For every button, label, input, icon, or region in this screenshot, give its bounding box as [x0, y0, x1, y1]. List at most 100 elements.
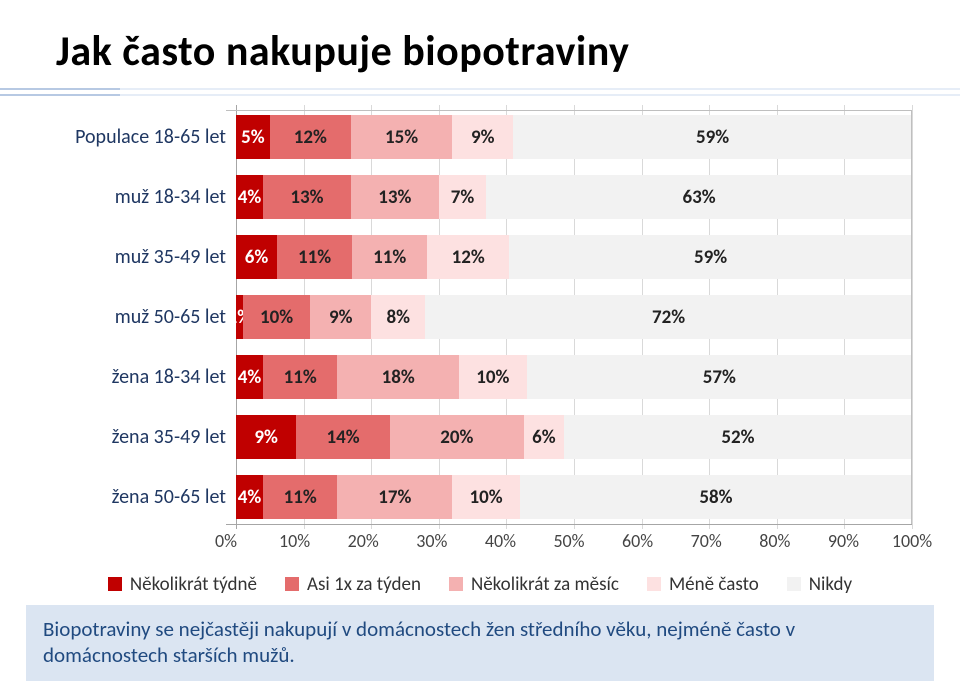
grid-line — [912, 465, 913, 529]
legend-swatch — [449, 577, 463, 591]
bar-area: 1% 10% 9% 8% 72% — [236, 295, 912, 339]
chart-row: Populace 18-65 let5% 12% 15% 9% 59% — [48, 110, 912, 164]
legend-swatch — [108, 577, 122, 591]
bar-area: 5% 12% 15% 9% 59% — [236, 115, 912, 159]
x-axis: 0%10%20%30%40%50%60%70%80%90%100% — [226, 524, 912, 558]
bar-segment-label: 8% — [386, 306, 409, 329]
bar-segment: 7% — [439, 175, 486, 219]
bar-area: 6%11%11%12%59% — [236, 235, 912, 279]
legend-item: Několikrát za měsíc — [449, 573, 619, 596]
x-tick: 0% — [215, 530, 237, 552]
bar-segment: 10% — [459, 355, 527, 399]
bar-stack: 1% 10% 9% 8% 72% — [236, 295, 912, 339]
bar-segment: 12% — [270, 115, 351, 159]
bar-segment-label: 17% — [378, 486, 411, 509]
bar-segment-label: 11% — [373, 246, 406, 269]
bar-segment-label: 9% — [471, 126, 494, 149]
legend-label: Nikdy — [809, 573, 852, 596]
grid-line — [912, 225, 913, 289]
bar-area: 9% 14% 20% 6% 52% — [236, 415, 912, 459]
bar-segment: 63% — [486, 175, 912, 219]
x-tick: 60% — [622, 530, 653, 552]
bar-stack: 5% 12% 15% 9% 59% — [236, 115, 912, 159]
bar-segment: 72% — [425, 295, 912, 339]
x-tick: 30% — [416, 530, 447, 552]
bar-segment: 6% — [524, 415, 564, 459]
bar-segment: 10% — [243, 295, 311, 339]
chart-row: muž 50-65 let1% 10% 9% 8% 72% — [48, 290, 912, 344]
bar-segment-label: 59% — [694, 246, 727, 269]
page-title: Jak často nakupuje biopotraviny — [56, 26, 912, 77]
legend-swatch — [647, 577, 661, 591]
bar-segment-label: 12% — [452, 246, 485, 269]
bar-segment: 4% — [236, 355, 263, 399]
bar-segment-label: 7% — [451, 186, 474, 209]
bar-segment-label: 10% — [260, 306, 293, 329]
category-label: muž 50-65 let — [48, 305, 236, 329]
bar-segment-label: 11% — [284, 366, 317, 389]
bar-segment: 11% — [263, 355, 337, 399]
category-label: žena 50-65 let — [48, 485, 236, 509]
chart-row: muž 35-49 let6%11%11%12%59% — [48, 230, 912, 284]
title-divider — [120, 88, 960, 96]
bar-segment: 4% — [236, 475, 263, 519]
bar-segment: 5% — [236, 115, 270, 159]
bar-segment: 4% — [236, 175, 263, 219]
bar-segment: 9% — [310, 295, 371, 339]
bar-segment-label: 57% — [703, 366, 736, 389]
bar-segment-label: 4% — [238, 366, 261, 389]
title-divider-accent — [0, 88, 120, 96]
chart-row: žena 50-65 let4%11%17%10%58% — [48, 470, 912, 524]
bar-segment-label: 14% — [327, 426, 360, 449]
grid-line — [912, 405, 913, 469]
bar-segment: 59% — [509, 235, 912, 279]
x-tick: 10% — [279, 530, 310, 552]
legend-item: Asi 1x za týden — [285, 573, 421, 596]
legend-item: Méně často — [647, 573, 759, 596]
bar-segment-label: 10% — [476, 366, 509, 389]
bar-segment-label: 52% — [721, 426, 754, 449]
bar-area: 4%13%13%7%63% — [236, 175, 912, 219]
bar-segment: 14% — [296, 415, 390, 459]
category-label: muž 35-49 let — [48, 245, 236, 269]
bar-stack: 4% 11% 18% 10% 57% — [236, 355, 912, 399]
bar-segment: 15% — [351, 115, 452, 159]
x-tick: 100% — [892, 530, 932, 552]
bar-stack: 4%11%17%10%58% — [236, 475, 912, 519]
bar-segment-label: 18% — [382, 366, 415, 389]
bar-segment: 9% — [452, 115, 513, 159]
bar-segment: 59% — [513, 115, 912, 159]
bar-segment-label: 59% — [696, 126, 729, 149]
bar-segment: 18% — [337, 355, 459, 399]
bar-segment-label: 5% — [241, 126, 264, 149]
bar-segment-label: 15% — [385, 126, 418, 149]
legend-label: Asi 1x za týden — [307, 573, 421, 596]
category-label: muž 18-34 let — [48, 185, 236, 209]
x-tick: 40% — [485, 530, 516, 552]
bar-segment: 20% — [390, 415, 524, 459]
grid-line — [912, 165, 913, 229]
legend-swatch — [787, 577, 801, 591]
bar-segment-label: 12% — [294, 126, 327, 149]
chart: Populace 18-65 let5% 12% 15% 9% 59% muž 18-34… — [48, 110, 912, 602]
legend: Několikrát týdněAsi 1x za týdenNěkolikrá… — [48, 566, 912, 602]
bar-segment: 1% — [236, 295, 243, 339]
bar-segment-label: 11% — [284, 486, 317, 509]
category-label: Populace 18-65 let — [48, 125, 236, 149]
bar-segment-label: 20% — [440, 426, 473, 449]
x-tick: 20% — [348, 530, 379, 552]
legend-swatch — [285, 577, 299, 591]
bar-segment: 12% — [427, 235, 509, 279]
chart-row: žena 35-49 let9%14%20%6%52% — [48, 410, 912, 464]
slide: Jak často nakupuje biopotraviny Populace… — [0, 0, 960, 697]
legend-label: Méně často — [669, 573, 759, 596]
bar-segment-label: 6% — [532, 426, 555, 449]
chart-rows: Populace 18-65 let5% 12% 15% 9% 59% muž 18-34… — [48, 110, 912, 524]
bar-area: 4% 11% 18% 10% 57% — [236, 355, 912, 399]
footnote: Biopotraviny se nejčastěji nakupují v do… — [26, 605, 934, 682]
bar-segment-label: 9% — [329, 306, 352, 329]
grid-line — [912, 105, 913, 169]
bar-segment-label: 13% — [290, 186, 323, 209]
bar-segment-label: 9% — [254, 426, 277, 449]
bar-segment: 11% — [352, 235, 427, 279]
